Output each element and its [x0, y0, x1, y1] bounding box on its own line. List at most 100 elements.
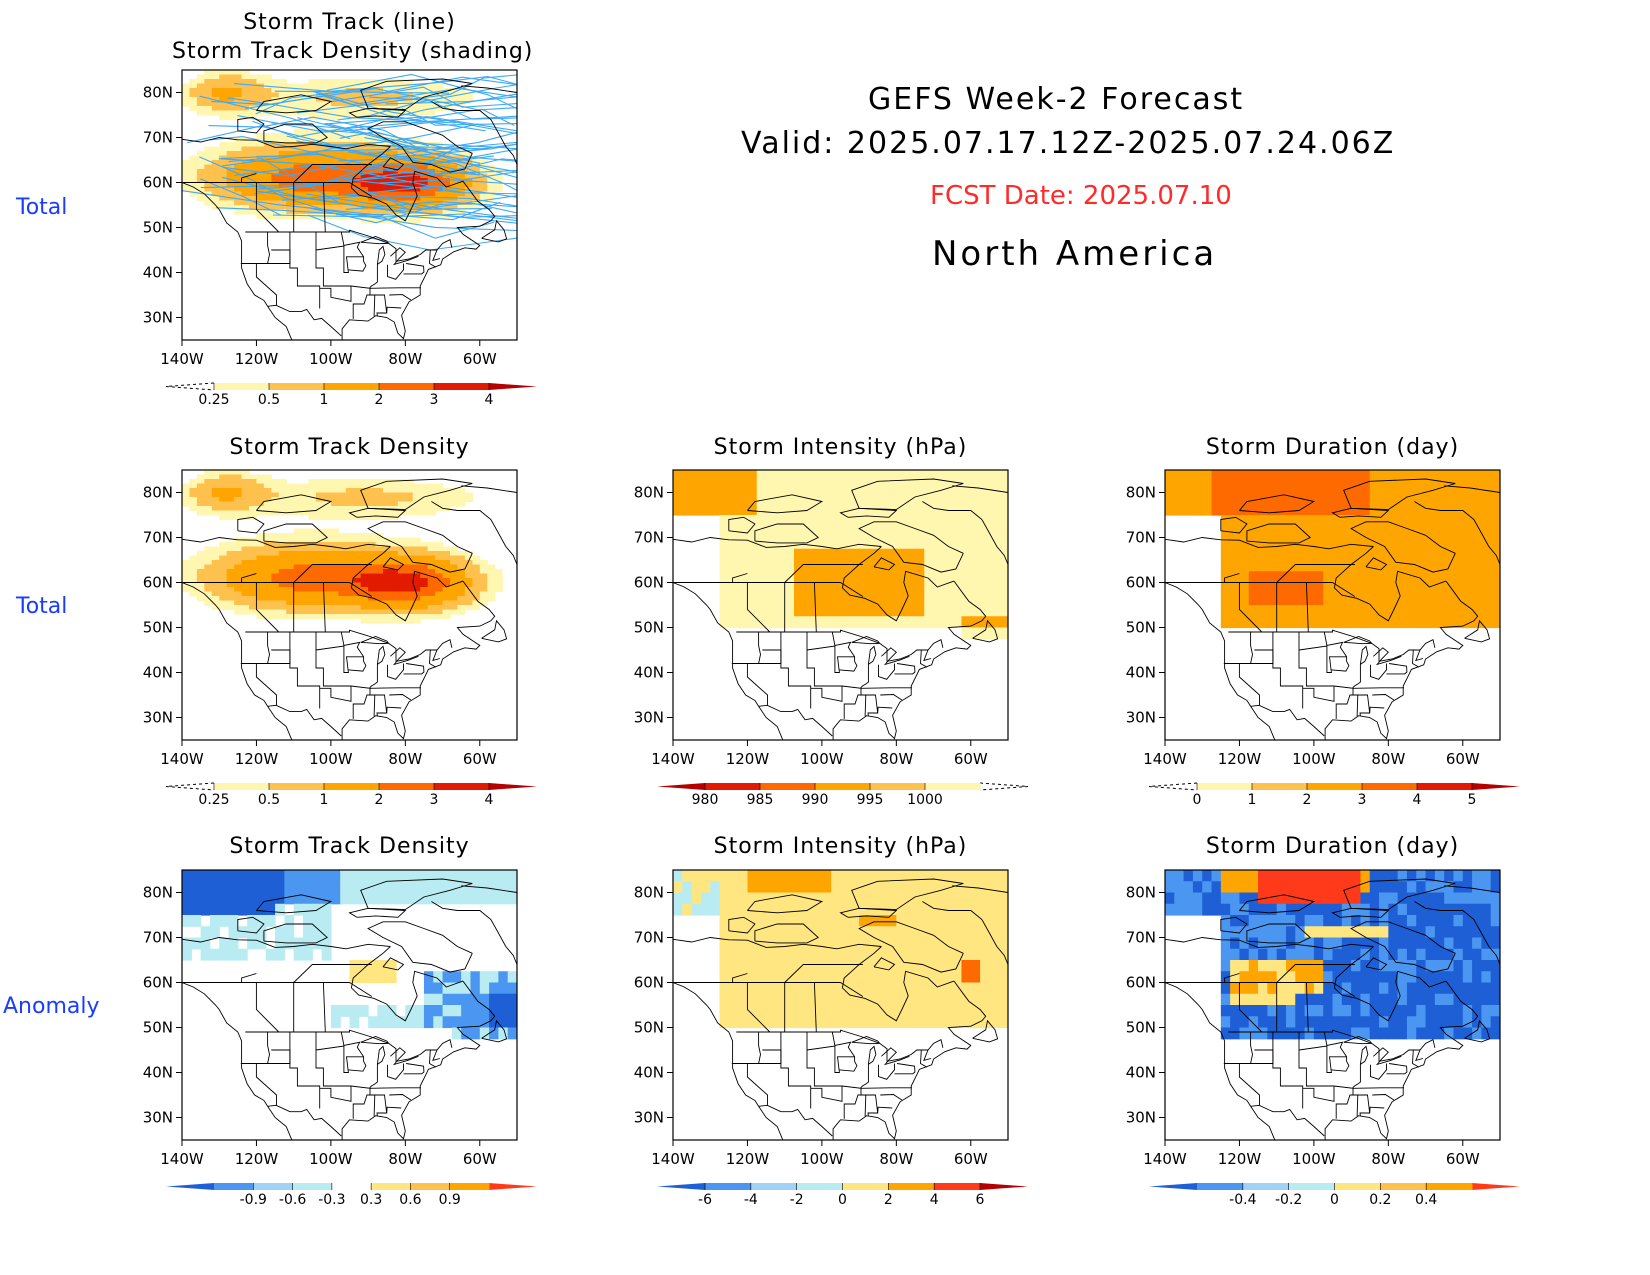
colorbar-label: 0.5: [258, 392, 280, 408]
boundary-line: [1228, 629, 1436, 662]
shade-cell: [390, 555, 399, 561]
shade-cell: [241, 142, 250, 148]
storm-track-line: [361, 169, 517, 181]
shade-cell: [1425, 582, 1436, 595]
shade-cell: [405, 88, 414, 94]
shade-cell: [1379, 492, 1389, 505]
shade-cell: [1406, 537, 1417, 550]
shade-cell: [204, 591, 213, 597]
boundary-line: [860, 664, 869, 689]
shade-cell: [831, 481, 842, 494]
shade-cell: [383, 537, 392, 543]
boundary-line: [754, 523, 819, 544]
shade-cell: [1369, 515, 1380, 527]
shade-cell: [1462, 492, 1473, 505]
shade-cell: [451, 870, 462, 882]
shade-cell: [793, 971, 804, 984]
colorbar-swatch: [449, 1183, 490, 1190]
shade-cell: [345, 578, 354, 584]
shade-cell: [234, 106, 243, 112]
shade-cell: [301, 483, 310, 489]
shade-cell: [420, 205, 429, 211]
shade-cell: [316, 497, 325, 503]
shade-cell: [998, 526, 1008, 539]
shade-cell: [1406, 926, 1417, 939]
boundary-line: [241, 973, 257, 983]
shade-cell: [1462, 548, 1473, 561]
shade-cell: [933, 481, 944, 494]
boundary-line: [731, 1049, 782, 1064]
shade-cell: [321, 915, 332, 927]
shade-cell: [812, 605, 823, 617]
shade-cell: [241, 542, 250, 548]
shade-cell: [747, 526, 758, 539]
shade-cell: [442, 209, 451, 215]
shade-cell: [1351, 948, 1362, 961]
shade-cell: [271, 609, 280, 615]
shade-cell: [226, 573, 235, 579]
shade-cell: [1369, 960, 1380, 972]
shade-cell: [219, 573, 228, 579]
shade-cell: [1304, 993, 1315, 1006]
shade-cell: [427, 88, 436, 94]
shade-cell: [271, 142, 280, 148]
shade-cell: [1397, 1027, 1408, 1040]
shade-cell: [420, 569, 429, 575]
shade-cell: [1462, 515, 1473, 527]
boundary-line: [952, 885, 1008, 893]
map-frame: [181, 69, 518, 341]
shade-cell: [1369, 537, 1380, 550]
shade-cell: [278, 506, 287, 512]
shade-cell: [241, 83, 250, 89]
shade-cell: [241, 88, 250, 94]
shade-cell: [405, 218, 414, 224]
shade-cell: [338, 533, 347, 539]
shade-cell: [219, 915, 230, 927]
lat-tick-label: 30N: [143, 709, 173, 727]
panel-4-title: Storm Duration (day): [1205, 435, 1460, 460]
shade-cell: [450, 92, 459, 98]
shade-cell: [420, 510, 429, 516]
shade-cell: [1202, 903, 1213, 916]
shade-cell: [368, 551, 377, 557]
shade-cell: [375, 218, 384, 224]
shade-cell: [747, 993, 758, 1006]
shade-cell: [1276, 937, 1287, 950]
shade-cell: [345, 479, 354, 485]
shade-cell: [793, 470, 804, 482]
shade-cell: [396, 881, 406, 894]
shade-cell: [498, 993, 509, 1006]
shade-cell: [1295, 960, 1306, 972]
shade-cell: [989, 526, 1000, 539]
shade-cell: [1425, 616, 1436, 629]
shade-cell: [442, 196, 451, 202]
shade-cell: [821, 982, 832, 995]
shade-cell: [1462, 1027, 1473, 1040]
shade-cell: [241, 101, 250, 107]
lon-tick-label: 120W: [726, 1150, 770, 1168]
shade-cell: [219, 492, 228, 498]
shade-cell: [345, 573, 354, 579]
shade-cell: [1341, 616, 1352, 629]
shade-cell: [353, 146, 362, 152]
shade-cell: [386, 892, 397, 905]
shade-cell: [1323, 982, 1334, 995]
shade-cell: [1462, 593, 1473, 606]
shade-cell: [368, 191, 377, 197]
shade-cell: [803, 571, 814, 584]
shade-cell: [338, 106, 347, 112]
storm-track-line: [385, 76, 517, 93]
shade-cell: [368, 546, 377, 552]
shade-cell: [479, 200, 488, 206]
shade-cell: [728, 993, 739, 1006]
shade-cell: [905, 993, 916, 1006]
shade-cell: [375, 205, 384, 211]
shade-cell: [1248, 971, 1259, 984]
shade-cell: [1323, 937, 1334, 950]
colorbar-label: -0.6: [279, 1192, 306, 1208]
shade-cell: [196, 88, 205, 94]
shade-cell: [412, 587, 421, 593]
shade-cell: [470, 971, 481, 984]
shade-cell: [1490, 616, 1500, 629]
shade-cell: [256, 187, 265, 193]
